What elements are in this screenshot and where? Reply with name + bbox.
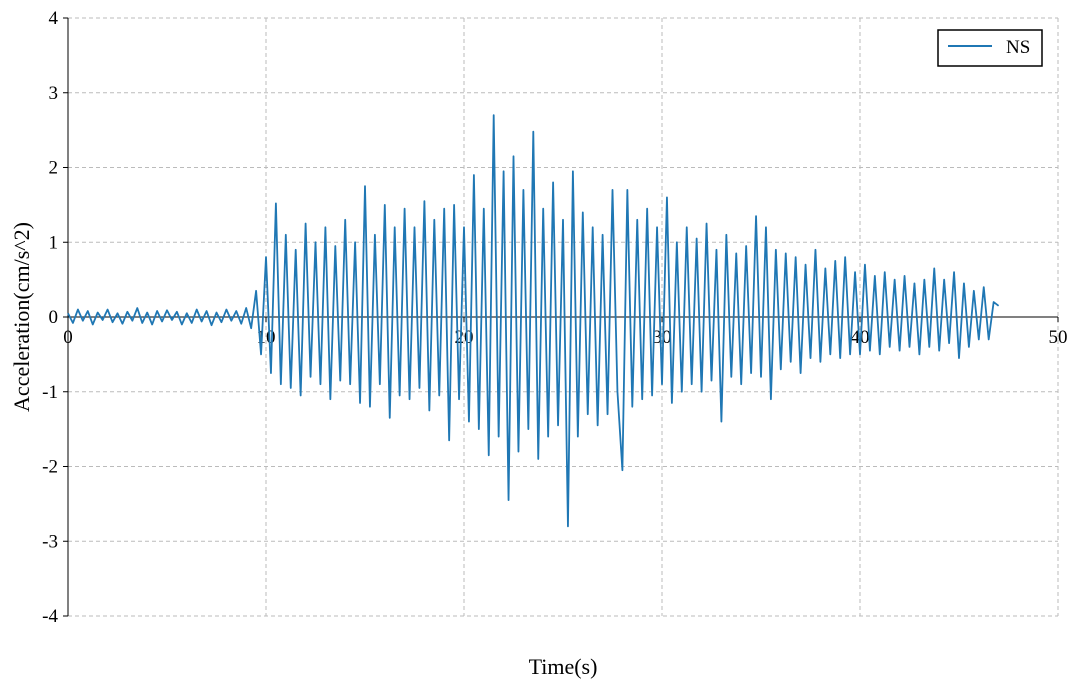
y-tick-label: -2 [42, 457, 58, 478]
x-tick-label: 20 [455, 327, 474, 348]
y-tick-label: 1 [49, 232, 59, 253]
y-tick-label: 3 [49, 83, 59, 104]
y-tick-label: 2 [49, 158, 59, 179]
x-tick-label: 40 [851, 327, 870, 348]
y-tick-label: -3 [42, 531, 58, 552]
y-tick-label: -1 [42, 382, 58, 403]
y-tick-label: -4 [42, 606, 58, 627]
y-tick-label: 0 [49, 307, 59, 328]
x-tick-label: 30 [653, 327, 672, 348]
y-tick-label: 4 [49, 8, 59, 29]
legend-label: NS [1006, 37, 1030, 58]
y-axis-label: Acceleration(cm/s^2) [9, 222, 34, 412]
x-axis-label: Time(s) [529, 654, 598, 679]
x-tick-label: 50 [1049, 327, 1068, 348]
legend-box [937, 29, 1043, 67]
series-line [67, 114, 1000, 528]
